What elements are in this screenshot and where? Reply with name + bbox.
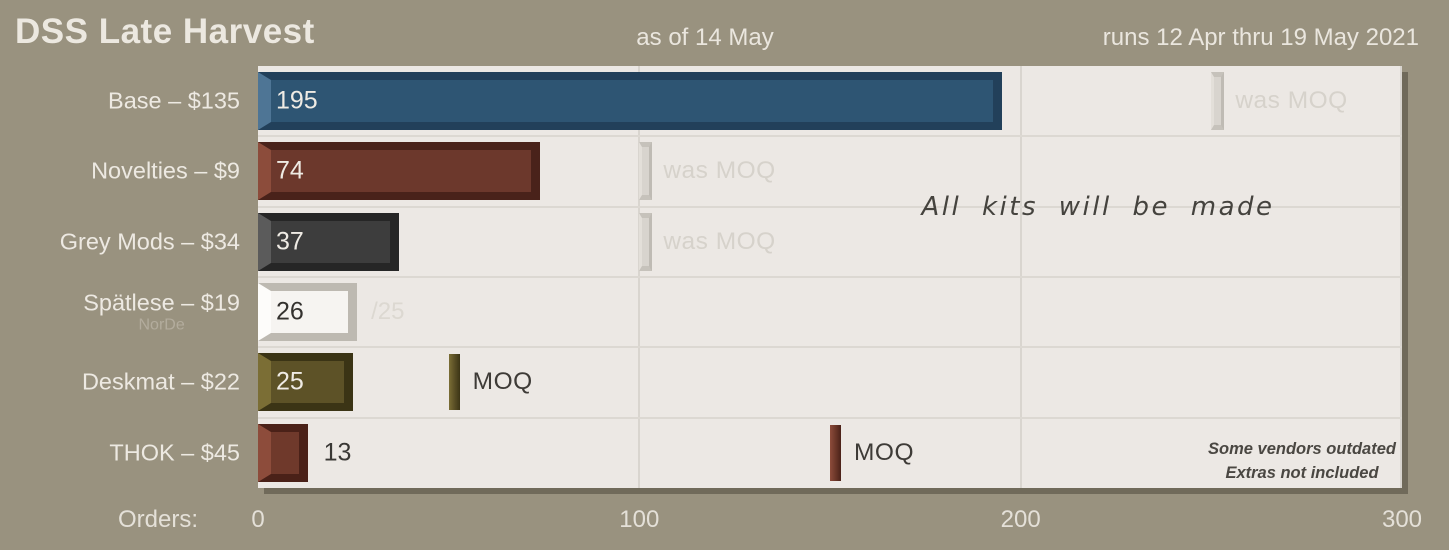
category-label: Spätlese – $19 NorDe: [83, 289, 240, 334]
bar-rows: Base – $135 195 was MOQ Novelties – $9 74 was…: [60, 66, 1402, 488]
moq-marker: [448, 354, 460, 411]
row-separator: [258, 416, 1402, 419]
row-separator: [258, 205, 1402, 208]
bar: [258, 72, 1002, 131]
moq-label: was MOQ: [1235, 87, 1348, 115]
category-label: THOK – $45: [109, 439, 240, 466]
category-label: Grey Mods – $34: [60, 228, 240, 255]
bar: [258, 353, 354, 412]
footnote-line-1: Some vendors outdated: [1208, 440, 1396, 458]
moq-marker: [639, 212, 653, 271]
axis-tick: 300: [1381, 506, 1423, 533]
annotation-all-kits: All kits will be made: [921, 192, 1275, 222]
footnote: Some vendors outdated Extras not include…: [1208, 438, 1396, 486]
row-separator: [258, 135, 1402, 138]
page-title: DSS Late Harvest: [15, 12, 315, 51]
bar: [258, 423, 308, 482]
bar-value: 25: [276, 367, 304, 396]
bar-value: 37: [276, 227, 304, 256]
bar-value: 195: [276, 86, 318, 115]
axis-tick: 100: [619, 506, 660, 533]
moq-marker: [639, 142, 653, 201]
category-label-text: Base – $135: [108, 87, 240, 114]
moq-label: was MOQ: [663, 157, 776, 185]
as-of-date: as of 14 May: [636, 24, 774, 51]
bar-row: Novelties – $9 74 was MOQ: [91, 136, 1402, 206]
row-separator: [258, 276, 1402, 278]
axis-ticks: 0 100 200 300: [251, 506, 1422, 536]
run-dates: runs 12 Apr thru 19 May 2021: [1102, 24, 1419, 51]
moq-marker: [1211, 72, 1225, 131]
bar: [258, 212, 400, 271]
bar-row: Spätlese – $19 NorDe 26/25: [83, 277, 1402, 347]
footnote-line-2: Extras not included: [1225, 463, 1379, 482]
bar-value: 74: [276, 156, 304, 185]
category-label-text: Spätlese – $19: [83, 289, 240, 316]
axis-tick: 0: [251, 506, 265, 533]
bar-row: Deskmat – $22 25 MOQ: [82, 347, 1402, 417]
bar-row: THOK – $45 13 MOQ: [109, 418, 1402, 488]
moq-label: MOQ: [854, 438, 915, 466]
bar: [258, 142, 541, 201]
row-separator: [258, 346, 1402, 349]
axis-label-orders: Orders:: [118, 506, 199, 533]
category-label-text: THOK – $45: [109, 439, 240, 466]
bar: [258, 283, 358, 342]
category-label: Novelties – $9: [91, 158, 240, 185]
bar-row: Base – $135 195 was MOQ: [108, 66, 1402, 136]
plot-area: Base – $135 195 was MOQ Novelties – $9 74 was…: [60, 66, 1402, 488]
bar-row: Grey Mods – $34 37 was MOQ: [60, 207, 1402, 277]
category-label-text: Grey Mods – $34: [59, 228, 240, 255]
category-label-text: Novelties – $9: [91, 157, 240, 184]
bar-value: 13: [323, 438, 352, 467]
category-label: Deskmat – $22: [82, 369, 240, 396]
category-label: Base – $135: [108, 88, 240, 115]
bar-value: 26: [276, 297, 304, 326]
moq-label: was MOQ: [663, 227, 776, 255]
category-label-text: Deskmat – $22: [81, 368, 240, 395]
moq-marker: [830, 424, 841, 481]
category-sublabel: NorDe: [138, 316, 185, 334]
moq-label: MOQ: [472, 368, 533, 396]
axis-tick: 200: [1000, 506, 1041, 533]
bar-value-suffix: /25: [371, 298, 405, 326]
